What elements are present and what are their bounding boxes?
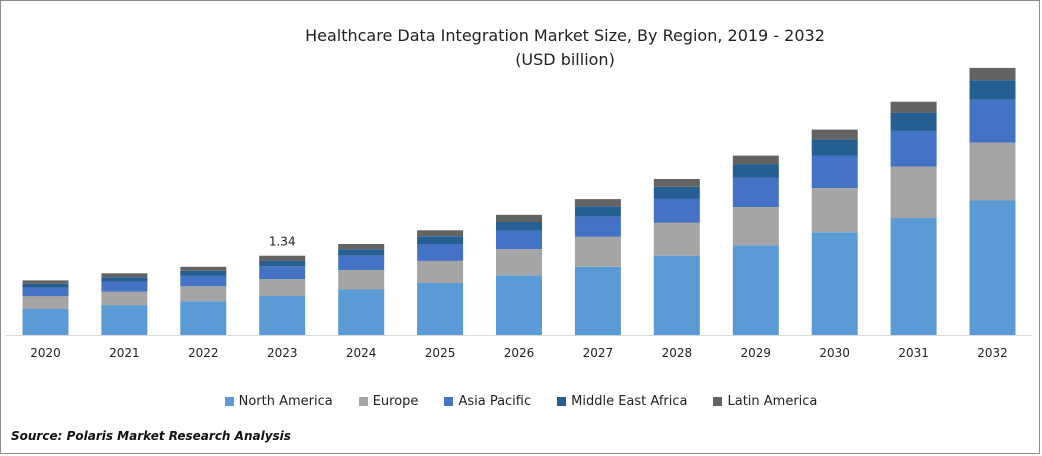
- legend-swatch: [358, 397, 368, 406]
- bar-segment-north-america-2021: [101, 305, 148, 335]
- x-tick-label: 2022: [188, 346, 219, 360]
- bar-segment-latin-america-2026: [496, 214, 542, 222]
- bar-segment-asia-pacific-2030: [811, 155, 858, 189]
- bar-segment-north-america-2028: [653, 255, 700, 335]
- x-tick-label: 2028: [662, 346, 693, 360]
- bar-segment-latin-america-2022: [180, 266, 227, 271]
- x-tick-label: 2026: [504, 346, 535, 360]
- x-tick-label: 2023: [267, 346, 298, 360]
- bar-segment-latin-america-2024: [338, 244, 385, 250]
- legend-label: Middle East Africa: [571, 394, 688, 409]
- bar-segment-europe-2026: [496, 249, 542, 276]
- legend-label: Latin America: [727, 394, 818, 409]
- bar-segment-middle-east-africa-2021: [101, 277, 148, 282]
- bar-segment-north-america-2027: [574, 266, 621, 336]
- bar-segment-europe-2020: [22, 296, 69, 309]
- legend-label: Asia Pacific: [458, 394, 532, 409]
- chart-legend: North America Europe Asia Pacific Middle Ea…: [0, 394, 1042, 409]
- chart-subtitle: (USD billion): [515, 50, 615, 69]
- bar-segment-north-america-2030: [811, 232, 858, 335]
- bar-segment-europe-2028: [653, 222, 700, 256]
- bar-segment-north-america-2031: [890, 218, 937, 335]
- bar-segment-asia-pacific-2020: [22, 287, 69, 297]
- bar-segment-latin-america-2028: [653, 179, 700, 187]
- bar-segment-north-america-2020: [22, 309, 69, 335]
- bar-segment-latin-america-2031: [890, 101, 937, 113]
- bar-segment-latin-america-2023: [259, 255, 306, 261]
- bar-segment-europe-2027: [574, 236, 621, 267]
- x-tick-label: 2024: [346, 346, 377, 360]
- bar-segment-middle-east-africa-2030: [811, 139, 858, 156]
- bar-segment-middle-east-africa-2024: [338, 249, 385, 256]
- bar-segment-middle-east-africa-2028: [653, 186, 700, 199]
- bar-segment-europe-2025: [417, 260, 464, 283]
- bar-segment-latin-america-2030: [811, 129, 858, 140]
- bar-segment-asia-pacific-2028: [653, 198, 700, 223]
- legend-label: North America: [238, 394, 333, 409]
- bar-segment-middle-east-africa-2026: [496, 221, 542, 231]
- bar-segment-north-america-2023: [259, 296, 306, 335]
- legend-swatch: [444, 397, 454, 406]
- legend-swatch: [713, 397, 723, 406]
- bar-segment-middle-east-africa-2029: [732, 164, 779, 178]
- legend-item-latin-america: Latin America: [713, 394, 817, 409]
- x-tick-label: 2030: [819, 346, 850, 360]
- bar-segment-north-america-2024: [338, 289, 385, 335]
- bar-segment-latin-america-2032: [969, 67, 1016, 81]
- legend-item-north-america: North America: [224, 394, 333, 409]
- bar-segment-asia-pacific-2032: [969, 99, 1016, 143]
- bar-segment-europe-2032: [969, 142, 1016, 201]
- bar-segment-latin-america-2021: [101, 273, 148, 278]
- data-label-2023: 1.34: [269, 235, 296, 249]
- bar-segment-latin-america-2020: [22, 280, 69, 284]
- bar-segment-middle-east-africa-2020: [22, 283, 69, 288]
- bar-segment-europe-2030: [811, 188, 858, 233]
- bar-segment-europe-2023: [259, 279, 306, 296]
- legend-item-asia-pacific: Asia Pacific: [444, 394, 531, 409]
- bar-segment-europe-2024: [338, 270, 385, 290]
- bar-segment-asia-pacific-2031: [890, 130, 937, 167]
- bar-segment-europe-2031: [890, 166, 937, 219]
- x-tick-label: 2029: [740, 346, 771, 360]
- bar-segment-asia-pacific-2029: [732, 177, 779, 207]
- bar-segment-north-america-2026: [496, 275, 542, 335]
- x-tick-label: 2032: [977, 346, 1008, 360]
- legend-item-europe: Europe: [358, 394, 419, 409]
- x-tick-label: 2025: [425, 346, 456, 360]
- chart-title: Healthcare Data Integration Market Size,…: [305, 26, 825, 45]
- legend-swatch: [224, 397, 234, 406]
- bar-segment-middle-east-africa-2027: [574, 206, 621, 217]
- bar-segment-asia-pacific-2026: [496, 230, 542, 250]
- bar-segment-middle-east-africa-2032: [969, 80, 1016, 100]
- x-tick-label: 2021: [109, 346, 140, 360]
- bar-segment-europe-2029: [732, 207, 779, 246]
- bar-segment-north-america-2029: [732, 245, 779, 335]
- bar-segment-asia-pacific-2025: [417, 244, 464, 261]
- x-tick-label: 2031: [898, 346, 929, 360]
- legend-swatch: [557, 397, 567, 406]
- bar-segment-middle-east-africa-2022: [180, 270, 227, 276]
- bar-segment-asia-pacific-2022: [180, 275, 227, 287]
- bar-segment-latin-america-2029: [732, 155, 779, 165]
- bar-segment-latin-america-2027: [574, 199, 621, 207]
- bar-segment-north-america-2032: [969, 200, 1016, 335]
- x-tick-label: 2020: [30, 346, 61, 360]
- bar-segment-middle-east-africa-2025: [417, 236, 464, 244]
- bar-segment-asia-pacific-2021: [101, 281, 148, 292]
- source-note: Source: Polaris Market Research Analysis: [11, 429, 291, 443]
- legend-item-middle-east-africa: Middle East Africa: [557, 394, 687, 409]
- bar-segment-north-america-2022: [180, 301, 227, 335]
- bar-segment-north-america-2025: [417, 283, 464, 335]
- bar-segment-asia-pacific-2023: [259, 266, 306, 280]
- x-tick-label: 2027: [583, 346, 614, 360]
- bar-segment-latin-america-2025: [417, 230, 464, 237]
- bar-segment-asia-pacific-2027: [574, 216, 621, 237]
- bar-segment-europe-2022: [180, 286, 227, 302]
- legend-label: Europe: [372, 394, 419, 409]
- bar-segment-asia-pacific-2024: [338, 255, 385, 270]
- bar-segment-middle-east-africa-2023: [259, 260, 306, 267]
- bar-segment-middle-east-africa-2031: [890, 112, 937, 131]
- bar-segment-europe-2021: [101, 291, 148, 306]
